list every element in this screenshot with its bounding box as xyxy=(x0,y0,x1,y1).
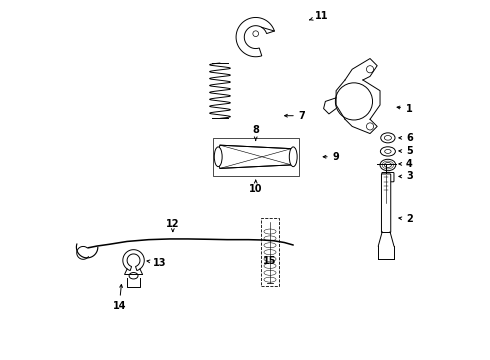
Ellipse shape xyxy=(264,236,276,241)
Text: 11: 11 xyxy=(310,11,329,21)
FancyBboxPatch shape xyxy=(382,172,394,182)
Text: 8: 8 xyxy=(252,125,259,140)
Ellipse shape xyxy=(289,147,297,167)
Ellipse shape xyxy=(264,270,276,275)
Ellipse shape xyxy=(214,147,222,167)
Text: 6: 6 xyxy=(399,133,413,143)
Ellipse shape xyxy=(380,159,396,171)
Bar xyxy=(213,138,298,176)
Ellipse shape xyxy=(264,277,276,282)
Text: 14: 14 xyxy=(113,285,126,311)
Text: 2: 2 xyxy=(399,214,413,224)
Text: 7: 7 xyxy=(285,111,306,121)
Text: 1: 1 xyxy=(397,104,413,113)
Ellipse shape xyxy=(264,264,276,269)
Text: 12: 12 xyxy=(166,219,180,232)
Circle shape xyxy=(335,83,372,120)
Text: 5: 5 xyxy=(399,147,413,157)
Polygon shape xyxy=(123,250,144,271)
Text: 4: 4 xyxy=(399,159,413,169)
Circle shape xyxy=(367,66,373,73)
Ellipse shape xyxy=(264,257,276,261)
Circle shape xyxy=(367,123,373,130)
Ellipse shape xyxy=(381,133,395,143)
Ellipse shape xyxy=(380,147,395,156)
Ellipse shape xyxy=(264,229,276,234)
Ellipse shape xyxy=(264,243,276,248)
Text: 9: 9 xyxy=(323,152,340,162)
Bar xyxy=(261,218,279,286)
Text: 15: 15 xyxy=(263,256,277,266)
FancyBboxPatch shape xyxy=(381,174,391,233)
Polygon shape xyxy=(236,18,274,57)
Text: 3: 3 xyxy=(399,171,413,181)
Text: 10: 10 xyxy=(249,180,263,194)
Ellipse shape xyxy=(264,249,276,255)
Text: 13: 13 xyxy=(147,258,167,268)
Ellipse shape xyxy=(129,273,138,279)
